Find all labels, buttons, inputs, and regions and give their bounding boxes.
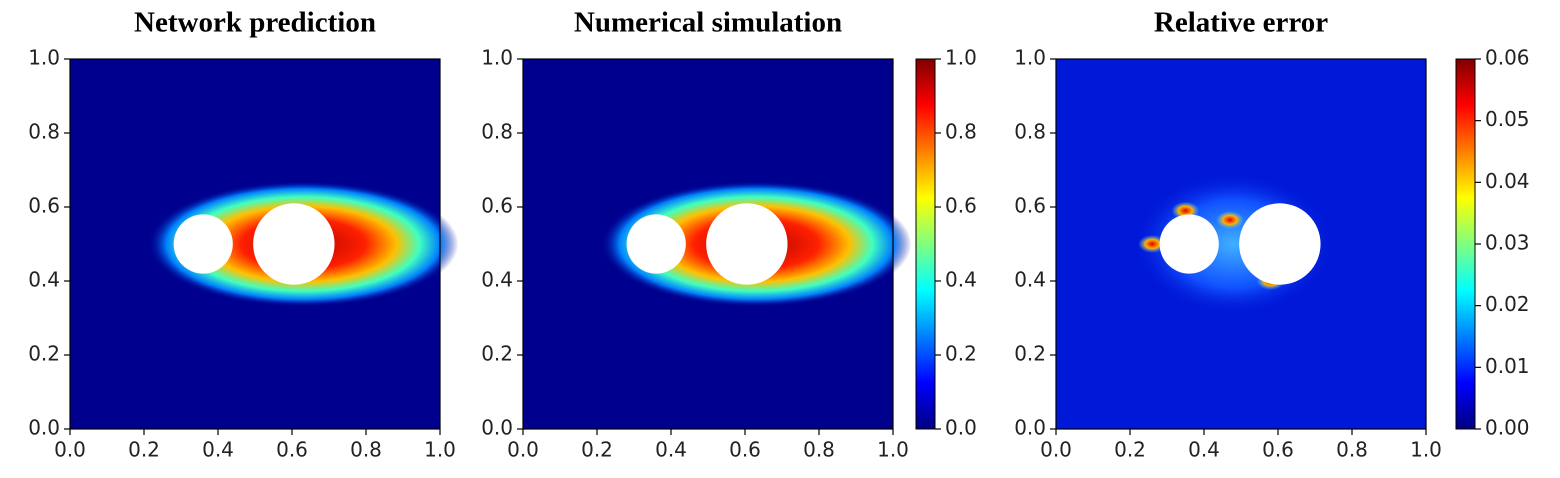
colorbar: [1455, 58, 1476, 430]
x-tick-label: 0.2: [1114, 438, 1146, 462]
x-tick-label: 1.0: [1410, 438, 1442, 462]
x-tick-label: 0.2: [128, 438, 160, 462]
x-tick-label: 0.4: [202, 438, 234, 462]
x-tick-label: 0.0: [1040, 438, 1072, 462]
y-tick-label: 0.4: [1014, 268, 1046, 292]
y-tick-label: 0.2: [28, 342, 60, 366]
chart-title: Network prediction: [134, 7, 376, 39]
y-tick-label: 0.6: [28, 194, 60, 218]
colorbar-tick-label: 0.01: [1485, 354, 1530, 378]
y-tick-label: 0.8: [28, 120, 60, 144]
y-tick-label: 0.8: [481, 120, 513, 144]
chart-title: Numerical simulation: [574, 7, 842, 39]
colorbar-tick-label: 0.04: [1485, 169, 1530, 193]
x-tick-label: 0.4: [1188, 438, 1220, 462]
y-tick-label: 0.4: [481, 268, 513, 292]
x-tick-label: 0.6: [276, 438, 308, 462]
x-tick-label: 0.8: [1336, 438, 1368, 462]
y-tick-label: 1.0: [28, 46, 60, 70]
x-tick-label: 1.0: [877, 438, 909, 462]
y-tick-label: 0.4: [28, 268, 60, 292]
y-tick-label: 0.2: [1014, 342, 1046, 366]
y-tick-label: 0.0: [1014, 416, 1046, 440]
plot-frame: [1055, 58, 1427, 430]
x-tick-label: 0.0: [507, 438, 539, 462]
y-tick-label: 0.8: [1014, 120, 1046, 144]
colorbar-tick-label: 0.03: [1485, 231, 1530, 255]
heatmap: [70, 59, 459, 429]
colorbar-tick-label: 0.4: [945, 268, 977, 292]
colorbar: [915, 58, 936, 430]
colorbar-tick-label: 0.2: [945, 342, 977, 366]
colorbar-tick-label: 0.00: [1485, 416, 1530, 440]
obstacle: [253, 203, 335, 285]
colorbar-tick-label: 1.0: [945, 46, 977, 70]
obstacle: [626, 214, 686, 274]
y-tick-label: 1.0: [1014, 46, 1046, 70]
chart-title: Relative error: [1154, 7, 1328, 39]
x-tick-label: 0.0: [54, 438, 86, 462]
x-tick-label: 0.2: [581, 438, 613, 462]
colorbar-tick-label: 0.6: [945, 194, 977, 218]
field-spot: [1138, 235, 1167, 253]
y-tick-label: 0.6: [1014, 194, 1046, 218]
colorbar-tick-label: 0.06: [1485, 46, 1530, 70]
x-tick-label: 0.6: [1262, 438, 1294, 462]
plot-frame: [522, 58, 894, 430]
y-tick-label: 1.0: [481, 46, 513, 70]
colorbar-tick-label: 0.8: [945, 120, 977, 144]
colorbar-tick-label: 0.02: [1485, 292, 1530, 316]
colorbar-tick-label: 0.0: [945, 416, 977, 440]
y-tick-label: 0.2: [481, 342, 513, 366]
obstacle: [1159, 214, 1219, 274]
heatmap: [523, 59, 912, 429]
colorbar-tick-label: 0.05: [1485, 107, 1530, 131]
y-tick-label: 0.0: [28, 416, 60, 440]
x-tick-label: 0.6: [729, 438, 761, 462]
obstacle: [706, 203, 788, 285]
x-tick-label: 0.4: [655, 438, 687, 462]
heatmap: [1056, 59, 1426, 429]
x-tick-label: 0.8: [803, 438, 835, 462]
field-spot: [1215, 210, 1244, 229]
obstacle: [173, 214, 233, 274]
y-tick-label: 0.6: [481, 194, 513, 218]
x-tick-label: 1.0: [424, 438, 456, 462]
plot-frame: [69, 58, 441, 430]
x-tick-label: 0.8: [350, 438, 382, 462]
y-tick-label: 0.0: [481, 416, 513, 440]
obstacle: [1239, 203, 1321, 285]
